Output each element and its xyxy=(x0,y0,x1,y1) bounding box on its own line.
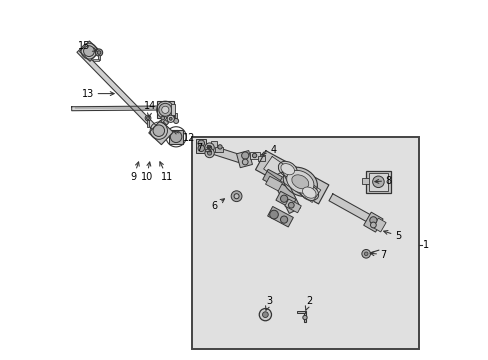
Circle shape xyxy=(204,148,214,158)
Text: 10: 10 xyxy=(140,162,152,182)
Circle shape xyxy=(262,312,268,318)
Polygon shape xyxy=(271,172,300,213)
Circle shape xyxy=(302,315,306,320)
Circle shape xyxy=(198,145,204,152)
Circle shape xyxy=(204,143,214,152)
Text: 2: 2 xyxy=(305,296,312,310)
Bar xyxy=(171,104,175,115)
Bar xyxy=(236,150,252,168)
Bar xyxy=(249,152,259,159)
Bar xyxy=(267,206,293,227)
Text: 4: 4 xyxy=(261,145,276,156)
Circle shape xyxy=(372,176,384,188)
Circle shape xyxy=(369,217,376,224)
Ellipse shape xyxy=(299,185,318,201)
Circle shape xyxy=(162,106,168,113)
Bar xyxy=(156,101,174,118)
Circle shape xyxy=(83,46,94,57)
Circle shape xyxy=(173,118,178,123)
Circle shape xyxy=(231,191,242,202)
Circle shape xyxy=(153,125,164,136)
Circle shape xyxy=(242,159,247,165)
Text: 1: 1 xyxy=(423,240,428,250)
Bar xyxy=(366,171,390,193)
Text: 12: 12 xyxy=(173,130,195,143)
Circle shape xyxy=(252,153,256,158)
Bar xyxy=(297,311,305,313)
Ellipse shape xyxy=(278,161,297,177)
Circle shape xyxy=(97,51,101,54)
Circle shape xyxy=(241,152,248,159)
Text: 9: 9 xyxy=(130,162,139,182)
Polygon shape xyxy=(328,194,373,224)
Bar xyxy=(98,55,100,60)
Circle shape xyxy=(280,216,287,223)
Text: 14: 14 xyxy=(144,101,156,117)
Bar xyxy=(362,178,371,184)
Circle shape xyxy=(170,131,182,143)
Circle shape xyxy=(159,103,171,116)
Bar xyxy=(372,218,386,232)
Circle shape xyxy=(280,195,287,202)
Circle shape xyxy=(364,252,367,256)
Circle shape xyxy=(259,309,271,321)
Circle shape xyxy=(207,151,211,155)
Bar xyxy=(262,169,282,187)
Circle shape xyxy=(288,202,294,208)
Circle shape xyxy=(95,49,102,56)
Bar xyxy=(215,147,223,152)
Circle shape xyxy=(361,249,370,258)
Bar xyxy=(93,59,99,60)
Bar xyxy=(275,191,295,208)
Ellipse shape xyxy=(302,187,315,198)
Ellipse shape xyxy=(286,170,313,193)
Ellipse shape xyxy=(280,163,294,175)
Bar xyxy=(285,199,301,213)
Circle shape xyxy=(167,115,174,122)
Polygon shape xyxy=(255,151,328,204)
Polygon shape xyxy=(77,49,158,131)
Bar xyxy=(363,212,382,232)
Circle shape xyxy=(161,116,164,120)
Circle shape xyxy=(234,194,239,199)
Text: 3: 3 xyxy=(265,296,272,310)
Text: 6: 6 xyxy=(211,199,224,211)
Bar xyxy=(368,173,387,191)
Polygon shape xyxy=(198,142,245,164)
Bar xyxy=(265,176,282,191)
Text: 15: 15 xyxy=(78,41,97,51)
Polygon shape xyxy=(72,106,162,111)
Polygon shape xyxy=(263,157,320,202)
Bar xyxy=(196,139,206,153)
Bar xyxy=(211,141,216,152)
Circle shape xyxy=(218,145,222,149)
Bar xyxy=(162,118,168,125)
Circle shape xyxy=(145,115,151,121)
Bar xyxy=(192,137,418,349)
Bar xyxy=(303,311,306,322)
Circle shape xyxy=(169,117,172,120)
Ellipse shape xyxy=(283,167,317,197)
Text: 7: 7 xyxy=(369,249,386,260)
Text: 8: 8 xyxy=(374,176,391,186)
Bar xyxy=(80,41,100,61)
Circle shape xyxy=(146,117,149,120)
Circle shape xyxy=(198,140,204,147)
Bar xyxy=(148,120,173,145)
Bar xyxy=(161,116,166,123)
Text: 5: 5 xyxy=(383,230,401,241)
Circle shape xyxy=(269,210,278,219)
Bar xyxy=(258,156,265,161)
Circle shape xyxy=(370,222,375,228)
Bar xyxy=(146,120,149,127)
Bar xyxy=(169,130,183,144)
Text: 11: 11 xyxy=(160,162,173,182)
Ellipse shape xyxy=(291,175,308,189)
Circle shape xyxy=(207,145,211,150)
Bar xyxy=(175,113,177,121)
Text: 7: 7 xyxy=(196,143,211,153)
Text: 13: 13 xyxy=(81,89,114,99)
